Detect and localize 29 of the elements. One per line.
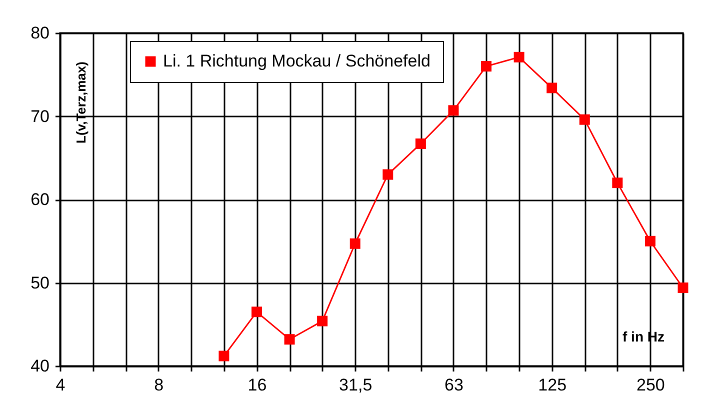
y-tick-label: 60 [30,190,50,209]
x-tick-label: 4 [56,376,66,394]
point [382,169,394,180]
y-tick-label: 50 [30,273,50,292]
y-tick-label: 70 [30,106,50,126]
y-axis-title: L(v,Terz,max) [74,62,88,144]
point [678,282,688,293]
point [350,238,360,249]
point [644,236,656,246]
legend-label: Li. 1 Richtung Mockau / Schönefeld [163,52,430,70]
point [546,82,558,94]
point [612,178,623,188]
point [448,105,459,116]
x-tick-label: 31,5 [339,376,372,394]
y-tick-label: 80 [30,24,50,42]
point [317,316,328,326]
point [514,52,524,62]
point [481,61,492,72]
y-tick-label: 40 [30,356,50,376]
x-tick-label: 125 [538,376,567,394]
point [415,138,426,149]
point [251,306,262,318]
point [218,350,230,362]
point [579,114,590,125]
x-tick-label: 16 [248,376,267,394]
x-tick-label: 63 [444,376,464,394]
x-tick-label: 8 [154,376,164,394]
x-tick-label: 250 [636,376,665,394]
point [284,334,295,345]
